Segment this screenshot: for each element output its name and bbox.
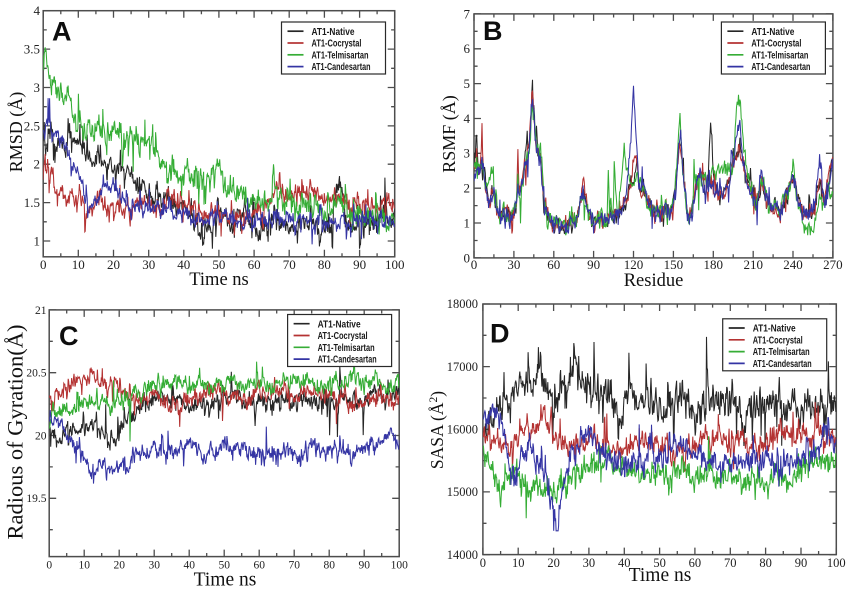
svg-text:14000: 14000 bbox=[447, 548, 478, 562]
svg-text:Radious of Gyration(Å): Radious of Gyration(Å) bbox=[3, 325, 28, 540]
svg-text:Residue: Residue bbox=[624, 271, 684, 291]
svg-text:Time ns: Time ns bbox=[194, 570, 257, 591]
svg-text:A: A bbox=[52, 17, 72, 47]
svg-text:1: 1 bbox=[464, 216, 471, 231]
svg-text:180: 180 bbox=[704, 257, 724, 272]
svg-text:AT1-Native: AT1-Native bbox=[753, 324, 796, 335]
svg-text:30: 30 bbox=[583, 556, 596, 570]
svg-text:90: 90 bbox=[587, 257, 600, 272]
svg-text:30: 30 bbox=[142, 257, 155, 272]
svg-text:6: 6 bbox=[464, 41, 471, 56]
svg-text:RSMF (Å): RSMF (Å) bbox=[439, 95, 460, 173]
svg-text:AT1-Telmisartan: AT1-Telmisartan bbox=[751, 50, 808, 61]
svg-text:AT1-Cocrystal: AT1-Cocrystal bbox=[312, 39, 362, 50]
svg-text:7: 7 bbox=[464, 6, 471, 21]
svg-text:15000: 15000 bbox=[447, 485, 478, 499]
svg-text:AT1-Cocrystal: AT1-Cocrystal bbox=[753, 335, 803, 346]
svg-text:240: 240 bbox=[783, 257, 803, 272]
svg-text:20: 20 bbox=[547, 556, 560, 570]
svg-text:80: 80 bbox=[323, 560, 335, 572]
svg-text:B: B bbox=[483, 16, 503, 46]
svg-text:AT1-Telmisartan: AT1-Telmisartan bbox=[318, 343, 375, 354]
svg-text:AT1-Candesartan: AT1-Candesartan bbox=[753, 359, 812, 370]
svg-text:40: 40 bbox=[177, 257, 190, 272]
svg-text:70: 70 bbox=[288, 560, 300, 572]
svg-text:20.5: 20.5 bbox=[26, 368, 46, 380]
svg-text:2: 2 bbox=[34, 157, 41, 172]
svg-text:40: 40 bbox=[618, 556, 631, 570]
svg-text:80: 80 bbox=[318, 257, 331, 272]
svg-text:RMSD (Å): RMSD (Å) bbox=[6, 92, 27, 173]
svg-text:60: 60 bbox=[689, 556, 702, 570]
svg-text:AT1-Native: AT1-Native bbox=[312, 27, 355, 38]
svg-text:100: 100 bbox=[391, 560, 409, 572]
svg-text:90: 90 bbox=[358, 560, 370, 572]
svg-text:30: 30 bbox=[507, 257, 520, 272]
svg-text:100: 100 bbox=[385, 257, 405, 272]
svg-text:4: 4 bbox=[34, 3, 41, 18]
svg-text:90: 90 bbox=[353, 257, 366, 272]
svg-text:18000: 18000 bbox=[447, 297, 478, 311]
svg-text:20: 20 bbox=[113, 560, 125, 572]
svg-text:70: 70 bbox=[283, 257, 296, 272]
svg-text:21: 21 bbox=[35, 305, 47, 317]
svg-text:20: 20 bbox=[35, 430, 47, 442]
svg-text:60: 60 bbox=[547, 257, 560, 272]
svg-text:3.5: 3.5 bbox=[24, 42, 40, 57]
svg-text:Time ns: Time ns bbox=[629, 565, 692, 586]
svg-text:60: 60 bbox=[253, 560, 265, 572]
svg-text:0: 0 bbox=[46, 560, 52, 572]
svg-text:1.5: 1.5 bbox=[24, 195, 40, 210]
svg-text:19.5: 19.5 bbox=[26, 493, 46, 505]
svg-text:80: 80 bbox=[759, 556, 772, 570]
svg-text:AT1-Candesartan: AT1-Candesartan bbox=[751, 62, 810, 73]
svg-text:40: 40 bbox=[183, 560, 195, 572]
svg-text:C: C bbox=[59, 321, 79, 351]
svg-text:90: 90 bbox=[795, 556, 808, 570]
svg-text:100: 100 bbox=[827, 556, 846, 570]
svg-text:16000: 16000 bbox=[447, 423, 478, 437]
svg-text:150: 150 bbox=[664, 257, 684, 272]
svg-text:70: 70 bbox=[724, 556, 737, 570]
svg-text:AT1-Candesartan: AT1-Candesartan bbox=[318, 355, 377, 366]
svg-text:2.5: 2.5 bbox=[24, 118, 40, 133]
svg-text:AT1-Native: AT1-Native bbox=[318, 319, 361, 330]
svg-text:10: 10 bbox=[512, 556, 525, 570]
svg-text:AT1-Cocrystal: AT1-Cocrystal bbox=[318, 331, 368, 342]
svg-text:30: 30 bbox=[148, 560, 160, 572]
svg-text:120: 120 bbox=[624, 257, 644, 272]
svg-text:3: 3 bbox=[34, 80, 41, 95]
svg-text:5: 5 bbox=[464, 76, 471, 91]
svg-text:270: 270 bbox=[823, 257, 843, 272]
svg-text:AT1-Telmisartan: AT1-Telmisartan bbox=[753, 347, 810, 358]
svg-text:AT1-Telmisartan: AT1-Telmisartan bbox=[312, 50, 369, 61]
svg-text:4: 4 bbox=[464, 111, 471, 126]
svg-text:0: 0 bbox=[471, 257, 478, 272]
svg-text:210: 210 bbox=[743, 257, 763, 272]
svg-text:SASA (Å2): SASA (Å2) bbox=[427, 391, 447, 469]
svg-text:50: 50 bbox=[653, 556, 666, 570]
svg-text:1: 1 bbox=[34, 233, 41, 248]
svg-text:AT1-Candesartan: AT1-Candesartan bbox=[312, 62, 371, 73]
svg-text:AT1-Native: AT1-Native bbox=[751, 27, 794, 38]
svg-text:50: 50 bbox=[212, 257, 225, 272]
svg-text:0: 0 bbox=[480, 556, 486, 570]
svg-text:17000: 17000 bbox=[447, 360, 478, 374]
svg-text:50: 50 bbox=[218, 560, 230, 572]
svg-text:0: 0 bbox=[40, 257, 47, 272]
svg-text:0: 0 bbox=[464, 250, 471, 265]
svg-text:D: D bbox=[490, 319, 510, 349]
svg-text:60: 60 bbox=[248, 257, 261, 272]
svg-text:2: 2 bbox=[464, 181, 471, 196]
svg-text:20: 20 bbox=[107, 257, 120, 272]
svg-text:10: 10 bbox=[72, 257, 85, 272]
svg-text:Time ns: Time ns bbox=[189, 270, 248, 290]
svg-text:3: 3 bbox=[464, 146, 471, 161]
svg-text:10: 10 bbox=[78, 560, 90, 572]
svg-text:AT1-Cocrystal: AT1-Cocrystal bbox=[751, 39, 801, 50]
